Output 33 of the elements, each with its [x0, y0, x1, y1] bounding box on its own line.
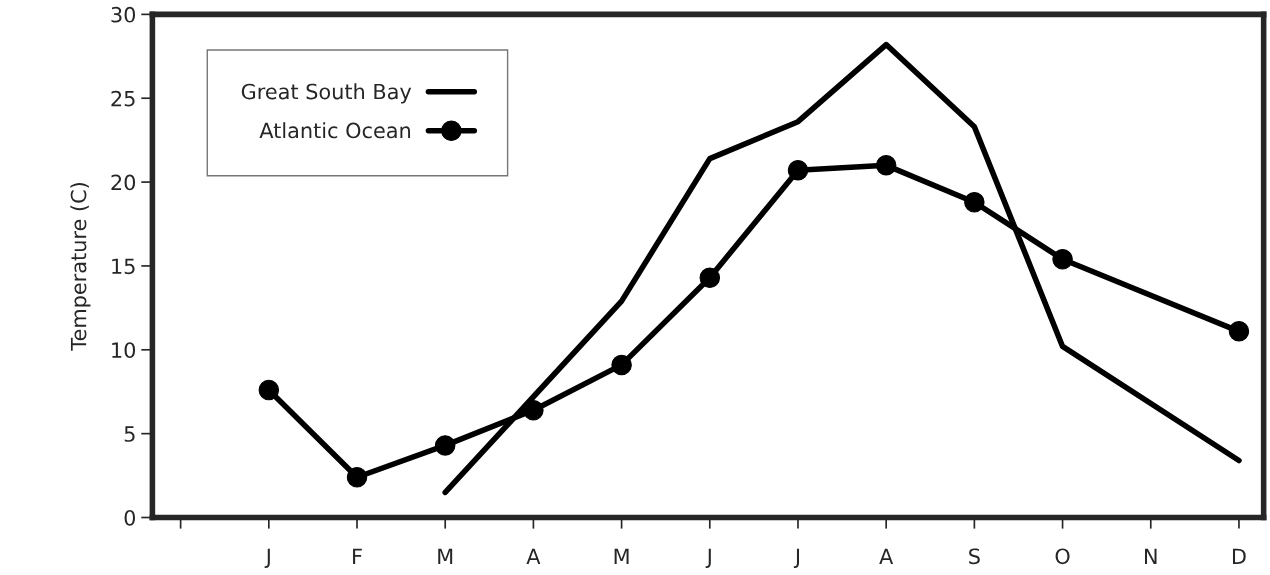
point [964, 191, 985, 213]
y-tick-label: 0 [124, 509, 136, 526]
x-tick-label: O [1055, 548, 1070, 565]
y-tick-label: 30 [111, 6, 136, 23]
x-tick-label: M [438, 548, 453, 564]
y-axis-title: Temperature (C) [70, 183, 91, 351]
legend-label: Great South Bay [241, 83, 412, 104]
point [611, 354, 632, 376]
point [258, 379, 280, 401]
y-tick-label: 25 [111, 90, 135, 107]
point [346, 467, 368, 488]
x-tick-label: F [353, 548, 362, 564]
y-tick-label: 5 [124, 426, 135, 442]
y-tick-label: 20 [111, 174, 136, 191]
y-tick-label: 15 [112, 258, 135, 275]
x-tick-label: D [1232, 548, 1246, 564]
y-tick-label: 10 [112, 342, 136, 358]
legend-label: Atlantic Ocean [259, 122, 410, 139]
x-tick-label: S [969, 548, 980, 565]
x-tick-label: N [1145, 548, 1157, 564]
x-tick-label: J [793, 548, 800, 569]
point [523, 399, 544, 421]
x-tick-label: J [264, 548, 270, 569]
point [1052, 248, 1073, 270]
point [699, 267, 721, 288]
x-tick-label: A [526, 548, 541, 564]
point [1228, 321, 1250, 342]
x-tick-label: M [614, 548, 629, 564]
x-tick-label: J [705, 548, 711, 569]
x-tick-label: A [879, 548, 894, 564]
point [434, 435, 456, 456]
point [875, 155, 897, 176]
point [787, 160, 809, 181]
